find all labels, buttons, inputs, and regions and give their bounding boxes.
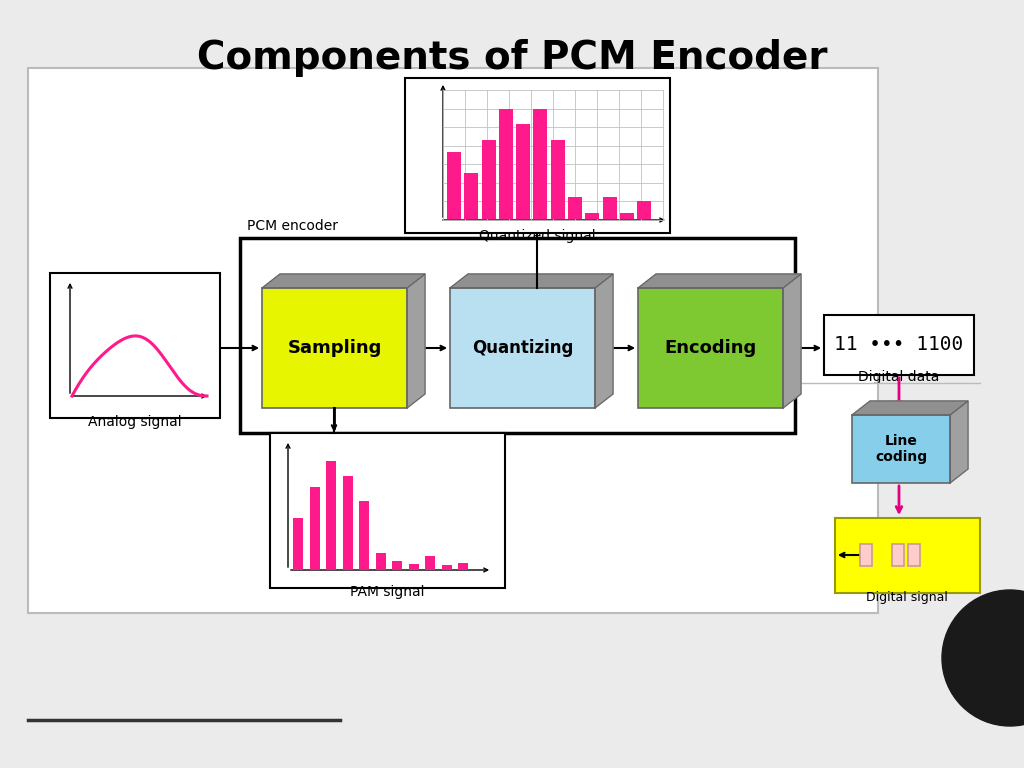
FancyBboxPatch shape <box>464 173 478 219</box>
FancyBboxPatch shape <box>852 415 950 483</box>
FancyBboxPatch shape <box>908 544 920 566</box>
FancyBboxPatch shape <box>343 475 352 570</box>
FancyBboxPatch shape <box>892 544 904 566</box>
Polygon shape <box>450 274 613 288</box>
FancyBboxPatch shape <box>835 518 980 593</box>
FancyBboxPatch shape <box>620 213 634 219</box>
FancyBboxPatch shape <box>447 152 461 219</box>
FancyBboxPatch shape <box>586 213 599 219</box>
FancyBboxPatch shape <box>499 109 513 219</box>
Polygon shape <box>595 274 613 408</box>
FancyBboxPatch shape <box>262 288 407 408</box>
FancyBboxPatch shape <box>481 140 496 219</box>
FancyBboxPatch shape <box>534 109 548 219</box>
Text: Sampling: Sampling <box>288 339 382 357</box>
Polygon shape <box>852 401 968 415</box>
FancyBboxPatch shape <box>637 200 651 219</box>
FancyBboxPatch shape <box>376 553 386 570</box>
FancyBboxPatch shape <box>293 518 303 570</box>
FancyBboxPatch shape <box>551 140 564 219</box>
FancyBboxPatch shape <box>568 197 582 219</box>
FancyBboxPatch shape <box>441 565 452 570</box>
FancyBboxPatch shape <box>270 433 505 588</box>
Text: PAM signal: PAM signal <box>350 585 424 599</box>
Text: 11 ••• 1100: 11 ••• 1100 <box>835 336 964 355</box>
FancyBboxPatch shape <box>409 564 419 570</box>
Text: PCM encoder: PCM encoder <box>247 219 338 233</box>
Polygon shape <box>407 274 425 408</box>
FancyBboxPatch shape <box>359 501 369 570</box>
FancyBboxPatch shape <box>392 561 402 570</box>
FancyBboxPatch shape <box>860 544 872 566</box>
FancyBboxPatch shape <box>638 288 783 408</box>
FancyBboxPatch shape <box>602 197 616 219</box>
Polygon shape <box>950 401 968 483</box>
Polygon shape <box>638 274 801 288</box>
Text: Digital data: Digital data <box>858 370 940 384</box>
FancyBboxPatch shape <box>50 273 220 418</box>
Text: Quantizing: Quantizing <box>472 339 573 357</box>
Polygon shape <box>783 274 801 408</box>
FancyBboxPatch shape <box>326 461 336 570</box>
Text: Components of PCM Encoder: Components of PCM Encoder <box>197 39 827 77</box>
Text: Quantized signal: Quantized signal <box>478 229 595 243</box>
FancyBboxPatch shape <box>516 124 530 219</box>
FancyBboxPatch shape <box>458 563 468 570</box>
Circle shape <box>942 590 1024 726</box>
Text: Encoding: Encoding <box>665 339 757 357</box>
Text: Analog signal: Analog signal <box>88 415 182 429</box>
FancyBboxPatch shape <box>450 288 595 408</box>
Polygon shape <box>262 274 425 288</box>
FancyBboxPatch shape <box>824 315 974 375</box>
FancyBboxPatch shape <box>28 68 878 613</box>
Text: Line
coding: Line coding <box>874 434 927 464</box>
FancyBboxPatch shape <box>309 487 319 570</box>
FancyBboxPatch shape <box>406 78 670 233</box>
Text: Digital signal: Digital signal <box>866 591 948 604</box>
FancyBboxPatch shape <box>425 556 435 570</box>
